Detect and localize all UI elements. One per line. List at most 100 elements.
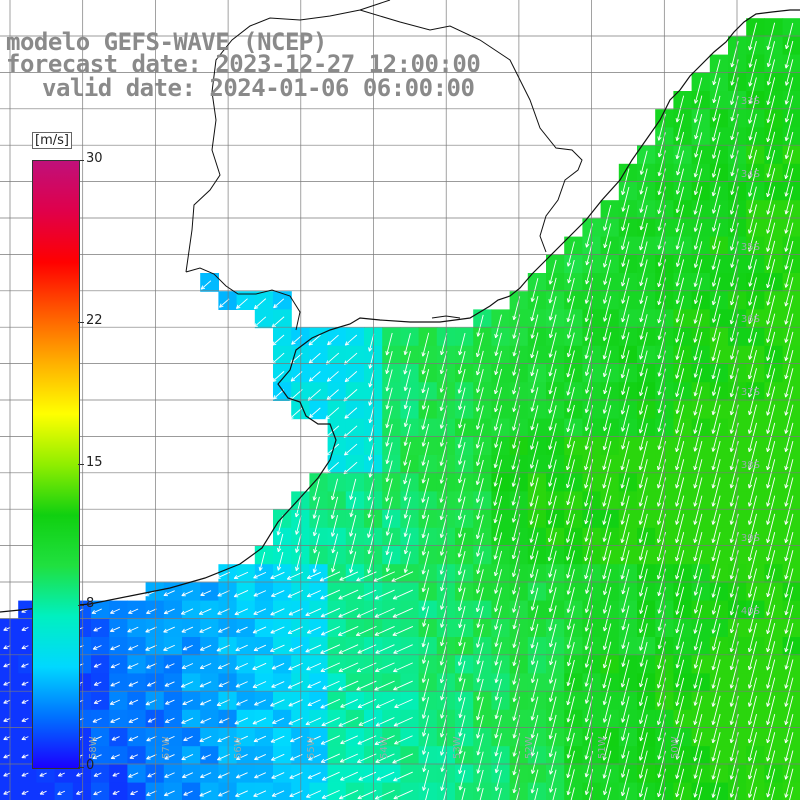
wind-arrow <box>368 352 375 369</box>
wind-arrow <box>712 295 721 323</box>
wind-arrow <box>748 386 757 416</box>
latitude-label: 33S <box>740 96 760 107</box>
wind-arrow <box>747 368 757 398</box>
latitude-label: 38S <box>740 460 760 471</box>
wind-arrow <box>475 387 484 412</box>
wind-arrow <box>712 77 721 104</box>
wind-arrow <box>602 332 612 360</box>
longitude-label: 52W <box>524 736 536 759</box>
wind-arrow <box>748 277 757 306</box>
wind-arrow <box>675 186 685 214</box>
wind-arrow <box>494 387 502 413</box>
wind-arrow <box>385 351 393 375</box>
valid-date: valid date: 2024-01-06 06:00:00 <box>42 74 475 102</box>
wind-arrow <box>747 149 757 179</box>
wind-arrow <box>603 259 612 285</box>
wind-arrow <box>326 371 339 382</box>
wind-arrow <box>368 406 375 424</box>
wind-arrow <box>273 298 285 309</box>
colorbar-tick-mark <box>78 463 84 465</box>
colorbar-tick-label: 0 <box>86 758 95 773</box>
wind-arrow <box>403 423 411 447</box>
wind-arrow <box>747 313 757 343</box>
wind-arrow <box>566 387 575 413</box>
wind-arrow <box>639 332 648 360</box>
wind-arrow <box>308 352 321 364</box>
wind-arrow <box>530 314 539 339</box>
wind-arrow <box>711 313 721 342</box>
wind-arrow <box>603 368 612 395</box>
wind-arrow <box>530 387 539 412</box>
wind-arrow <box>290 371 303 382</box>
colorbar-unit: [m/s] <box>32 132 72 149</box>
latitude-label: 39S <box>740 532 760 544</box>
wind-arrow <box>385 369 393 392</box>
wind-arrow <box>621 332 630 360</box>
colorbar-tick-label: 15 <box>86 454 103 470</box>
wind-arrow <box>748 22 757 51</box>
wind-arrow <box>475 423 484 449</box>
wind-arrow <box>711 168 721 197</box>
latitude-label: 40S <box>740 605 760 617</box>
wind-arrow <box>766 313 776 343</box>
wind-arrow <box>475 332 484 358</box>
wind-arrow <box>291 334 303 345</box>
wind-arrow <box>385 332 393 356</box>
wind-arrow <box>711 277 721 306</box>
wind-arrow <box>747 204 757 234</box>
wind-arrow <box>784 277 794 307</box>
wind-arrow <box>766 368 776 397</box>
wind-arrow <box>693 295 703 324</box>
wind-arrow <box>368 424 375 442</box>
wind-arrow <box>566 332 575 358</box>
wind-arrow <box>766 295 776 325</box>
wind-arrow <box>784 331 794 362</box>
wind-arrow <box>766 222 776 252</box>
latitude-label: 35S <box>740 241 760 253</box>
wind-arrow <box>403 405 411 428</box>
wind-arrow <box>711 240 721 270</box>
wind-arrow <box>766 77 776 105</box>
wind-arrow <box>784 386 794 416</box>
wind-arrow <box>711 368 721 396</box>
wind-arrow <box>326 389 339 401</box>
wind-arrow <box>271 371 285 383</box>
wind-arrow <box>766 186 776 215</box>
wind-arrow <box>638 404 648 434</box>
wind-arrow <box>219 298 230 308</box>
wind-arrow <box>748 259 757 287</box>
wind-arrow <box>421 369 430 394</box>
longitude-label: 50W <box>669 736 681 759</box>
wind-arrow <box>494 332 502 356</box>
wind-arrow <box>530 369 539 394</box>
wind-arrow <box>748 168 757 197</box>
wind-arrow <box>748 95 757 124</box>
wind-arrow <box>712 222 721 250</box>
wind-arrow <box>766 240 776 271</box>
wind-arrow <box>747 349 757 380</box>
wind-arrow <box>747 222 757 252</box>
latitude-label: 36S <box>740 314 760 326</box>
wind-arrow <box>530 278 539 302</box>
wind-arrow <box>621 222 630 250</box>
wind-arrow <box>675 404 685 434</box>
wind-arrow <box>566 295 575 323</box>
wind-arrow <box>621 295 630 323</box>
wind-arrow <box>784 204 794 234</box>
wind-arrow <box>548 259 557 285</box>
wind-arrow <box>621 186 630 212</box>
colorbar-tick-mark <box>78 767 84 768</box>
wind-arrow <box>693 77 703 104</box>
wind-arrow <box>566 404 575 433</box>
wind-arrow <box>603 295 612 322</box>
wind-arrow <box>693 313 703 343</box>
wind-arrow <box>308 334 321 346</box>
wind-arrow <box>784 77 794 105</box>
wind-arrow <box>748 113 757 141</box>
wind-arrow <box>494 350 502 376</box>
wind-arrow <box>766 113 776 143</box>
wind-arrow <box>693 386 703 416</box>
wind-arrow <box>766 404 776 434</box>
wind-arrow <box>403 350 411 375</box>
wind-arrow <box>693 422 703 452</box>
